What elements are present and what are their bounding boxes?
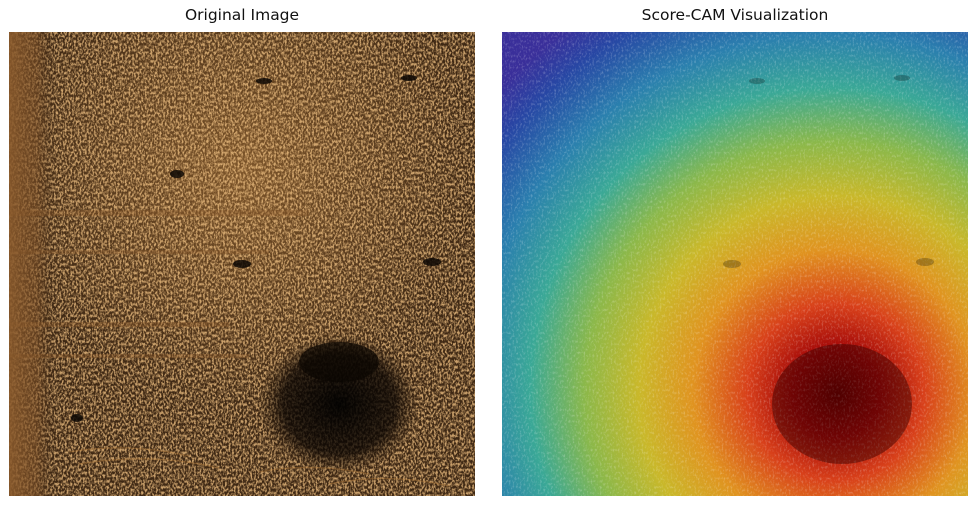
score-cam-panel: Score-CAM Visualization [502, 0, 968, 506]
original-image-panel: Original Image [9, 0, 475, 506]
score-cam-image [502, 32, 968, 496]
original-image-title: Original Image [184, 6, 300, 24]
score-cam-title: Score-CAM Visualization [641, 6, 829, 24]
original-image [9, 32, 475, 496]
